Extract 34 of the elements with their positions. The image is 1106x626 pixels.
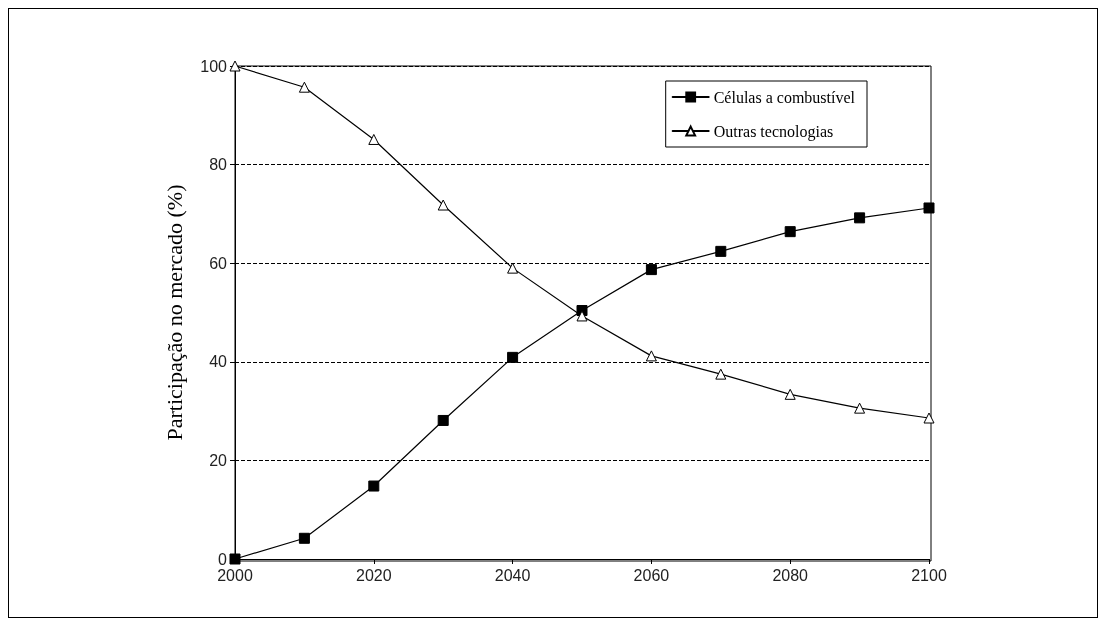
point [229,553,241,565]
x-tick-label: 2000 [217,566,253,584]
y-tick-label: 60 [209,254,228,272]
point [507,351,519,363]
y-tick-label: 40 [209,353,228,371]
y-tick-label: 20 [209,451,228,469]
point [784,388,796,400]
point [298,81,310,93]
x-tick-label: 2040 [494,566,531,584]
point [437,414,449,426]
x-tick-label: 2080 [772,566,809,584]
point [576,310,588,322]
x-tick-label: 2060 [633,566,670,584]
y-tick-label: 80 [209,156,228,174]
point [784,226,796,238]
point [645,350,657,362]
y-axis-title: Participação no mercado (%) [161,184,187,441]
point [437,199,449,211]
legend-label: Outras tecnologias [713,122,834,141]
legend-label: Células a combustível [713,88,856,106]
point [298,532,310,544]
point [715,368,727,380]
y-tick-label: 0 [218,550,228,568]
point [368,480,380,492]
point [645,264,657,276]
y-tick-label: 100 [200,57,228,75]
point [854,212,866,224]
point [923,412,935,424]
point [854,402,866,414]
point [368,133,380,145]
point [715,245,727,257]
x-tick-label: 2100 [911,566,947,584]
point [923,202,935,214]
x-tick-label: 2020 [356,566,392,584]
